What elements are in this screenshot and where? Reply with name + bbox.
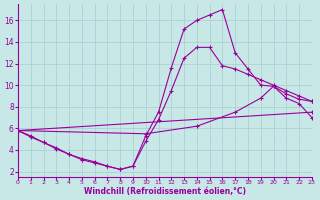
- X-axis label: Windchill (Refroidissement éolien,°C): Windchill (Refroidissement éolien,°C): [84, 187, 246, 196]
